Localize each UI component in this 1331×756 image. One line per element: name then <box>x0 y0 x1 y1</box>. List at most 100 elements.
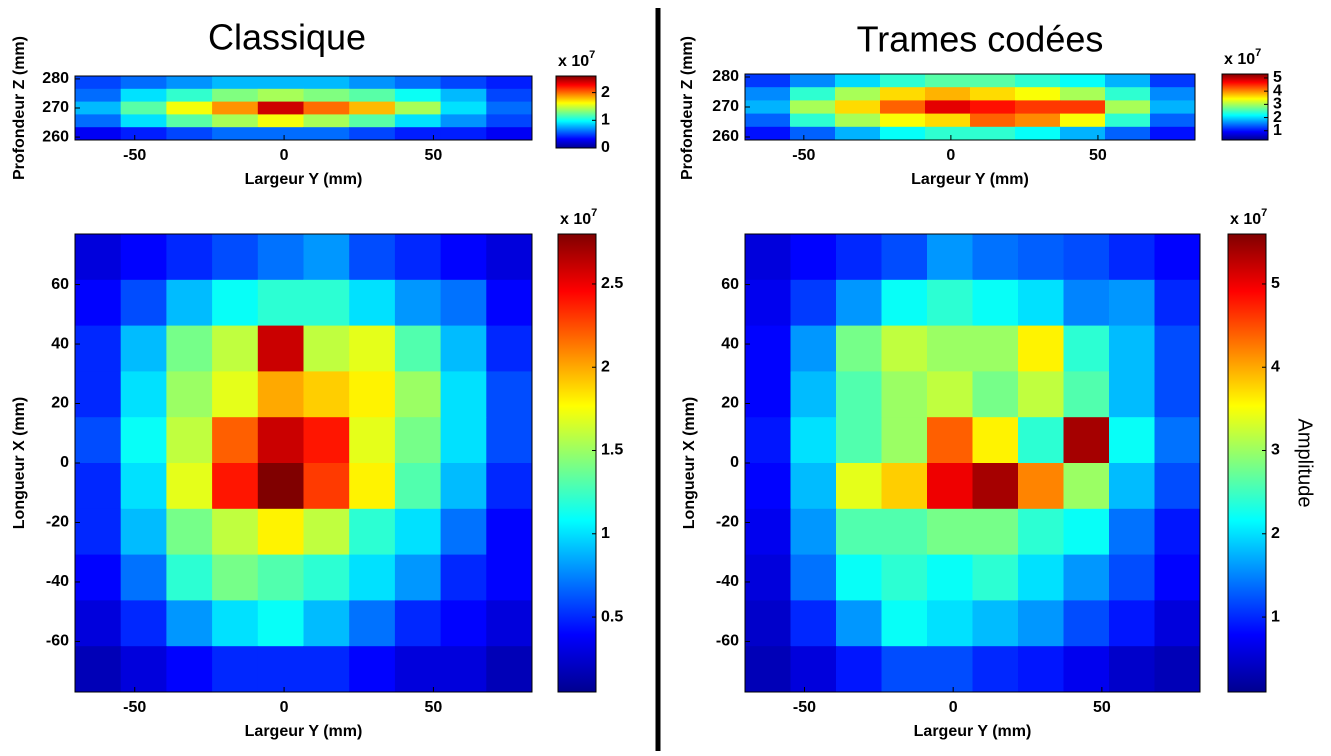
heat-cell <box>880 74 926 88</box>
heat-cell <box>75 279 122 327</box>
heat-cell <box>835 100 881 115</box>
heat-cell <box>1154 554 1201 601</box>
heat-cell <box>1015 126 1061 141</box>
heat-cell <box>745 417 791 464</box>
heat-cell <box>1063 325 1110 372</box>
heat-cell <box>1109 279 1155 327</box>
heat-cell <box>257 463 304 510</box>
colorbar-tick-label: 2 <box>601 358 610 375</box>
heat-cell <box>166 279 213 327</box>
heat-cell <box>1105 87 1151 101</box>
y-tick-label: 0 <box>60 454 69 471</box>
heat-cell <box>835 126 881 141</box>
heat-cell <box>257 325 304 372</box>
heat-cell <box>881 371 928 418</box>
heat-cell <box>120 463 167 510</box>
heat-cell <box>1063 463 1110 510</box>
heat-cell <box>212 76 259 90</box>
heat-cell <box>1015 74 1061 88</box>
heat-cell <box>303 417 350 464</box>
heat-cell <box>1018 463 1064 510</box>
heat-cell <box>745 325 791 372</box>
heat-cell <box>745 100 791 115</box>
heat-cell <box>1154 371 1201 418</box>
heat-cell <box>349 554 396 601</box>
heat-cell <box>440 600 487 647</box>
y-tick-label: -60 <box>46 633 69 650</box>
heat-cell <box>303 325 350 372</box>
heat-cell <box>927 600 973 647</box>
heat-cell <box>1154 279 1201 327</box>
heat-cell <box>836 508 882 556</box>
colorbar-scale-exponent: 7 <box>589 49 595 61</box>
heat-cell <box>1063 554 1110 601</box>
heat-cell <box>303 101 350 115</box>
heat-cell <box>257 554 304 601</box>
heat-cell <box>881 463 928 510</box>
heat-cell <box>212 554 259 601</box>
heat-cell <box>925 100 971 115</box>
heat-cell <box>120 417 167 464</box>
heat-cell <box>166 554 213 601</box>
heat-cell <box>745 87 791 101</box>
heat-cell <box>349 417 396 464</box>
heat-cell <box>257 114 304 128</box>
y-axis-label: Profondeur Z (mm) <box>11 36 28 180</box>
x-axis-label: Largeur Y (mm) <box>914 723 1032 740</box>
heat-cell <box>925 126 971 141</box>
heat-cell <box>212 646 259 693</box>
colorbar <box>1227 233 1267 693</box>
heat-cell <box>927 371 973 418</box>
colorbar-tick-label: 0.5 <box>601 608 623 625</box>
heat-cell <box>166 417 213 464</box>
heat-cell <box>75 234 122 281</box>
heat-cell <box>745 371 791 418</box>
heat-cell <box>303 554 350 601</box>
heat-cell <box>1018 371 1064 418</box>
heat-cell <box>486 114 533 128</box>
colorbar-scale-exponent: 7 <box>591 207 597 219</box>
heat-cell <box>972 463 1019 510</box>
y-tick-label: 20 <box>51 395 69 412</box>
heat-cell <box>1060 126 1106 141</box>
heat-cell <box>1018 279 1064 327</box>
heat-cell <box>440 371 487 418</box>
heat-cell <box>166 646 213 693</box>
heat-cell <box>880 126 926 141</box>
heat-cell <box>790 417 837 464</box>
heat-cell <box>790 113 836 128</box>
heat-cell <box>303 371 350 418</box>
heat-cell <box>440 114 487 128</box>
colorbar-scale-base: x 10 <box>558 53 589 70</box>
heat-cell <box>970 126 1016 141</box>
heat-cell <box>303 88 350 103</box>
heat-cell <box>75 76 122 90</box>
colorbar-scale-exponent: 7 <box>1261 207 1267 219</box>
heat-cell <box>120 325 167 372</box>
colorbar-scale-base: x 10 <box>1224 51 1255 68</box>
heat-cell <box>1154 600 1201 647</box>
heat-cell <box>745 463 791 510</box>
colorbar <box>1221 73 1269 141</box>
heat-cell <box>349 279 396 327</box>
heat-cell <box>836 325 882 372</box>
heat-cell <box>75 325 122 372</box>
heat-cell <box>1063 508 1110 556</box>
heat-cell <box>1154 508 1201 556</box>
heat-cell <box>440 325 487 372</box>
colorbar-tick-label: 5 <box>1273 69 1282 86</box>
heat-cell <box>836 371 882 418</box>
colorbar-tick-label: 3 <box>1273 96 1282 113</box>
heat-cell <box>880 113 926 128</box>
heat-cell <box>394 600 442 647</box>
y-tick-label: -20 <box>716 514 739 531</box>
heat-cell <box>440 127 487 141</box>
heat-cell <box>303 600 350 647</box>
heat-cell <box>120 279 167 327</box>
x-tick-label: -50 <box>792 147 815 164</box>
heat-cell <box>790 74 836 88</box>
heat-cell <box>394 279 442 327</box>
colorbar-tick-label: 0 <box>601 139 610 156</box>
heat-cell <box>927 417 973 464</box>
